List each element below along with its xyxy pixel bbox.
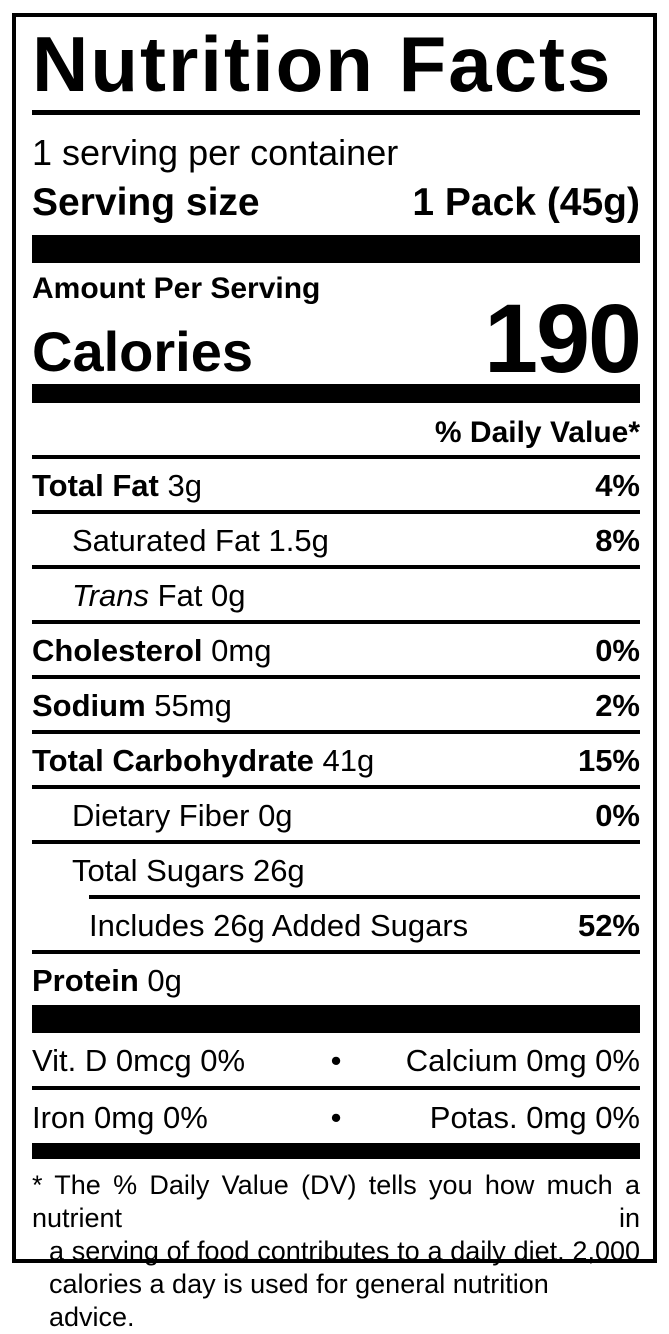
micronutrient-left: Iron 0mg 0% (32, 1100, 208, 1136)
nutrient-amount: 3g (167, 468, 202, 504)
serving-size-value: 1 Pack (45g) (412, 181, 640, 225)
nutrient-amount: 0mg (211, 633, 272, 669)
nutrient-amount: 1.5g (268, 523, 329, 559)
footnote: * The % Daily Value (DV) tells you how m… (32, 1169, 640, 1334)
nutrient-text: Total Sugars 26g (32, 853, 305, 888)
nutrient-name: Includes 26g Added Sugars (89, 908, 469, 944)
nutrition-facts-label: Nutrition Facts 1 serving per container … (12, 13, 657, 1332)
daily-value-header: % Daily Value* (434, 416, 640, 450)
nutrient-name: Protein (32, 963, 139, 999)
nutrient-dv: 8% (595, 523, 640, 559)
nutrient-dv: 2% (595, 688, 640, 724)
nutrient-row-dietary-fiber: Dietary Fiber 0g 0% (32, 785, 640, 840)
nutrient-amount: 0g (258, 798, 293, 834)
medium-separator-calories (32, 384, 640, 404)
title-divider (32, 110, 640, 116)
nutrient-amount: 0g (147, 963, 182, 999)
nutrient-amount: 41g (322, 743, 375, 779)
nutrient-row-cholesterol: Cholesterol 0mg 0% (32, 620, 640, 675)
nutrient-amount: 26g (252, 853, 305, 889)
nutrient-dv: 0% (595, 798, 640, 834)
bullet-separator: • (330, 1043, 342, 1079)
nutrient-row-sodium: Sodium 55mg 2% (32, 675, 640, 730)
amount-per-serving-label: Amount Per Serving (32, 272, 321, 306)
nutrient-row-added-sugars: Includes 26g Added Sugars 52% (89, 895, 640, 950)
nutrient-text: Includes 26g Added Sugars (89, 908, 468, 943)
calories-row: Calories 190 (32, 284, 642, 394)
nutrient-row-protein: Protein 0g (32, 950, 640, 1005)
bullet-separator: • (330, 1100, 342, 1136)
nutrient-text: Saturated Fat 1.5g (32, 523, 329, 558)
nutrient-text: Trans Fat 0g (32, 578, 245, 613)
serving-size-row: Serving size 1 Pack (45g) (32, 180, 640, 225)
nutrient-name: Saturated Fat (72, 523, 260, 559)
nutrient-row-total-carbohydrate: Total Carbohydrate 41g 15% (32, 730, 640, 785)
micronutrient-row-vitd-calcium: Vit. D 0mcg 0% • Calcium 0mg 0% (32, 1033, 640, 1086)
nutrient-amount: 55mg (154, 688, 232, 724)
nutrient-text: Total Carbohydrate 41g (32, 743, 374, 778)
footnote-line-1: * The % Daily Value (DV) tells you how m… (32, 1170, 640, 1234)
nutrient-name: Cholesterol (32, 633, 203, 669)
nutrient-text: Total Fat 3g (32, 468, 202, 503)
nutrient-name: Dietary Fiber (72, 798, 250, 834)
nutrient-row-total-fat: Total Fat 3g 4% (32, 455, 640, 510)
label-title: Nutrition Facts (32, 20, 613, 108)
micronutrient-left: Vit. D 0mcg 0% (32, 1043, 246, 1079)
nutrient-name: Sodium (32, 688, 146, 724)
nutrient-name-italic: Trans (72, 578, 149, 614)
micronutrient-right: Potas. 0mg 0% (429, 1100, 640, 1136)
nutrient-row-saturated-fat: Saturated Fat 1.5g 8% (32, 510, 640, 565)
micronutrient-right: Calcium 0mg 0% (405, 1043, 640, 1079)
nutrient-text: Cholesterol 0mg (32, 633, 271, 668)
nutrient-name: Fat (157, 578, 203, 614)
nutrient-text: Protein 0g (32, 963, 182, 998)
footnote-line-2: a serving of food contributes to a daily… (49, 1236, 640, 1267)
thick-separator-bottom (32, 1005, 640, 1034)
nutrient-dv: 4% (595, 468, 640, 504)
calories-value: 190 (484, 284, 642, 394)
nutrient-dv: 52% (577, 908, 640, 944)
thick-separator-top (32, 235, 640, 264)
nutrient-row-total-sugars: Total Sugars 26g (32, 840, 640, 895)
nutrient-dv: 0% (595, 633, 640, 669)
nutrient-dv: 15% (577, 743, 640, 779)
nutrient-row-trans-fat: Trans Fat 0g (32, 565, 640, 620)
servings-per-container: 1 serving per container (32, 132, 399, 174)
nutrient-text: Dietary Fiber 0g (32, 798, 293, 833)
footnote-separator (32, 1143, 640, 1160)
micronutrient-row-iron-potassium: Iron 0mg 0% • Potas. 0mg 0% (32, 1086, 640, 1143)
nutrient-amount: 0g (211, 578, 246, 614)
serving-size-label: Serving size (32, 181, 260, 225)
nutrient-text: Sodium 55mg (32, 688, 232, 723)
nutrient-name: Total Carbohydrate (32, 743, 314, 779)
nutrient-name: Total Sugars (72, 853, 245, 889)
nutrient-name: Total Fat (32, 468, 159, 504)
calories-label: Calories (32, 320, 253, 384)
